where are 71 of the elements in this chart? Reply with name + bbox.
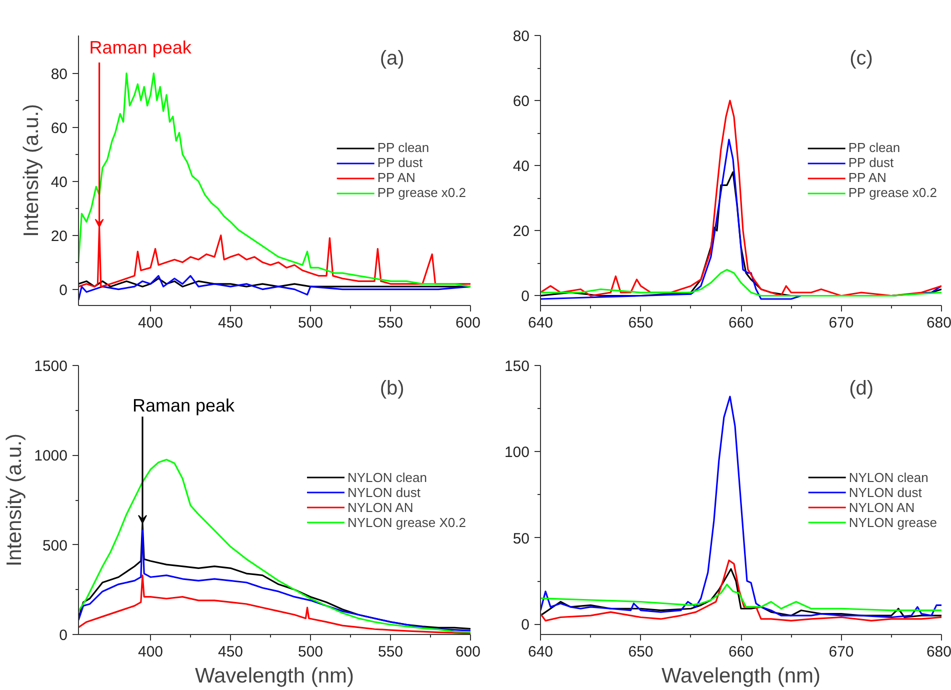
y-tick-label: 1500 [34,358,68,375]
x-tick-label: 650 [628,644,654,660]
x-tick-label: 500 [298,644,324,660]
x-tick-label: 450 [218,644,244,660]
legend-label: NYLON AN [848,500,915,514]
y-tick-label: 60 [512,93,530,110]
line-series [540,268,942,297]
x-tick-label: 500 [298,314,324,332]
y-tick-label: 0 [521,616,530,634]
x-tick-label: 600 [455,314,481,332]
x-tick-label: 640 [528,314,554,332]
legend-label: NYLON dust [848,484,922,500]
legend-label: NYLON AN [347,500,414,514]
y-tick-label: 0 [521,288,530,306]
x-tick-label: 450 [218,314,244,332]
legend-label: NYLON grease X0.2 [347,514,466,530]
y-tick-label: 80 [50,66,68,83]
y-axis-title: Intensity (a.u.) [3,433,26,567]
legend-label: PP grease x0.2 [377,185,466,200]
y-tick-label: 80 [512,28,530,45]
legend-label: PP dust [848,155,894,170]
legend-label: NYLON grease [848,514,937,530]
legend-label: PP grease x0.2 [848,185,937,200]
x-tick-label: 660 [728,314,754,332]
annotation: Raman peak [132,396,236,416]
legend-label: NYLON dust [347,484,420,500]
x-tick-label: 400 [138,644,164,660]
y-tick-label: 0 [59,282,68,299]
annotation: Raman peak [89,38,192,58]
line-series [540,100,942,297]
x-tick-label: 640 [528,644,554,660]
legend-label: PP clean [377,140,430,155]
x-tick-label: 550 [378,644,404,660]
line-series [78,275,470,301]
y-tick-label: 100 [504,444,530,462]
legend-label: PP clean [848,140,900,155]
x-tick-label: 680 [926,314,951,332]
y-axis-title: Intensity (a.u.) [20,104,43,238]
x-axis-title: Wavelength (nm) [194,664,354,688]
y-tick-label: 0 [59,627,68,644]
legend-label: PP AN [848,170,886,185]
legend-label: NYLON clean [347,470,427,484]
y-tick-label: 20 [512,223,530,240]
y-tick-label: 60 [50,120,68,137]
line-series [540,584,942,612]
annotation: (d) [849,378,874,400]
y-tick-label: 20 [50,228,68,245]
line-series [78,72,470,288]
x-tick-label: 600 [455,644,481,660]
y-tick-label: 500 [42,537,68,554]
x-tick-label: 670 [828,314,854,332]
x-tick-label: 680 [926,644,951,660]
y-tick-label: 40 [50,174,68,191]
x-axis-title: Wavelength (nm) [661,664,821,688]
legend-label: PP AN [377,170,416,185]
y-tick-label: 150 [504,358,530,375]
x-tick-label: 670 [828,644,854,660]
y-tick-label: 1000 [34,448,68,465]
legend-label: PP dust [377,155,423,170]
x-tick-label: 550 [378,314,404,332]
annotation: (c) [850,48,873,70]
annotation: (a) [380,48,404,70]
x-tick-label: 400 [138,314,164,332]
legend-label: NYLON clean [848,470,928,484]
annotation: (b) [380,378,404,400]
line-series [540,560,942,622]
y-tick-label: 50 [512,530,530,548]
y-tick-label: 40 [512,158,530,176]
line-series [540,568,942,618]
x-tick-label: 650 [628,314,654,332]
x-tick-label: 660 [728,644,754,660]
